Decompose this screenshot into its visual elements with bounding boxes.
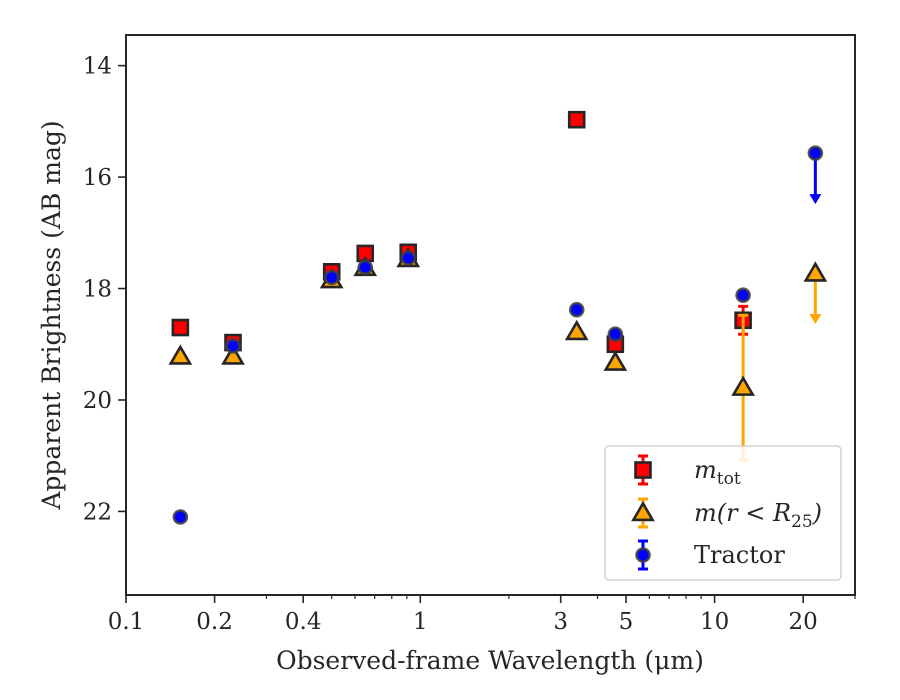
mr25-point: [603, 350, 628, 371]
tractor-point: [400, 250, 417, 266]
series-1: [168, 246, 828, 462]
x-tick-label: 0.2: [196, 609, 233, 635]
legend-entry-0: mtot: [634, 454, 741, 489]
series-2: [172, 145, 824, 525]
upper-limit-arrow-head: [809, 313, 822, 324]
mtot-point: [171, 318, 190, 337]
x-tick-label: 1: [413, 609, 428, 635]
legend-label: mtot: [694, 456, 741, 489]
x-tick-label: 0.1: [108, 609, 145, 635]
tractor-point: [225, 338, 241, 354]
axes-frame: [125, 34, 856, 596]
mtot-point: [567, 110, 586, 129]
x-tick-label: 10: [700, 609, 729, 635]
y-tick-label: 20: [83, 388, 112, 414]
plot-area: [168, 110, 828, 525]
y-tick-label: 14: [83, 54, 112, 80]
mr25-point: [564, 319, 589, 341]
legend-label: Tractor: [694, 541, 785, 569]
legend-box: [604, 445, 842, 581]
legend: mtot m(r < R25) Tractor: [604, 445, 842, 581]
y-tick-label: 16: [83, 165, 112, 191]
x-tick-label: 3: [553, 609, 568, 635]
mr25-point: [803, 261, 828, 282]
tractor-point: [607, 326, 624, 343]
legend-marker: [634, 461, 652, 479]
legend-entry-2: Tractor: [635, 539, 785, 571]
series-0: [171, 110, 752, 354]
mr25-point: [168, 344, 193, 365]
legend-entry-1: m(r < R25): [631, 497, 822, 532]
y-tick-label: 22: [83, 499, 112, 525]
mr25-point: [221, 344, 245, 365]
y-tick-label: 18: [83, 277, 112, 303]
tractor-point: [357, 259, 374, 276]
x-tick-label: 0.4: [285, 609, 322, 635]
tractor-point: [735, 287, 751, 304]
legend-marker: [635, 547, 651, 563]
axis-ticks: 0.1 0.2 0.4 1 3 5 10 20 14 16 18 20 22: [83, 54, 856, 635]
tractor-point: [568, 301, 585, 318]
y-axis-label: Apparent Brightness (AB mag): [37, 120, 66, 510]
tractor-point: [323, 269, 340, 286]
mr25-point: [731, 375, 755, 396]
tractor-point: [172, 509, 189, 525]
legend-marker: [631, 500, 655, 522]
x-tick-label: 20: [789, 609, 818, 635]
x-axis-label: Observed-frame Wavelength (μm): [276, 646, 704, 675]
upper-limit-arrow-head: [809, 194, 822, 205]
tractor-point: [807, 145, 824, 161]
x-tick-label: 5: [619, 609, 634, 635]
legend-label: m(r < R25): [694, 499, 822, 532]
